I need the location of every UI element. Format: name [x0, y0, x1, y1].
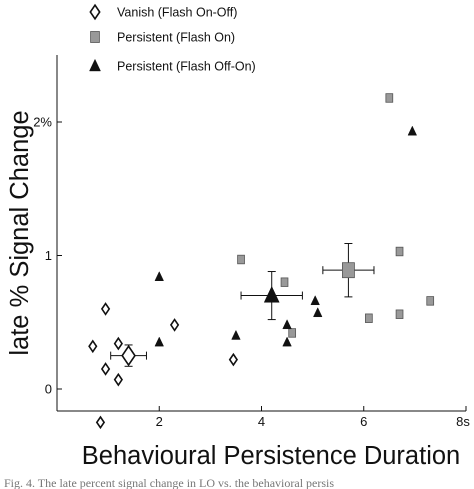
y-tick-label: 2%	[33, 115, 52, 130]
legend-label: Vanish (Flash On-Off)	[117, 6, 237, 20]
legend-label: Persistent (Flash On)	[117, 31, 235, 45]
mean-point	[263, 285, 280, 303]
mean-point	[121, 344, 136, 367]
x-tick-label: 2	[156, 414, 163, 429]
legend-marker	[89, 3, 101, 21]
legend-marker	[90, 31, 100, 43]
data-point	[154, 336, 164, 347]
data-point	[231, 329, 241, 340]
x-axis-title: Behavioural Persistence Duration	[82, 442, 460, 470]
scatter-chart: Vanish (Flash On-Off) Persistent (Flash O…	[6, 3, 470, 470]
x-tick-label: 6	[360, 414, 367, 429]
data-point	[228, 352, 239, 367]
data-point	[95, 415, 106, 430]
data-point	[407, 125, 418, 136]
data-point	[365, 313, 373, 323]
data-point	[395, 309, 404, 319]
mean-point	[342, 262, 355, 279]
data-point	[313, 307, 323, 318]
y-tick-label: 0	[45, 382, 52, 397]
legend-label: Persistent (Flash Off-On)	[117, 60, 256, 74]
axes	[56, 55, 466, 412]
series-group	[237, 93, 435, 338]
figure-caption: Fig. 4. The late percent signal change i…	[4, 478, 335, 489]
data-point	[113, 372, 123, 387]
data-point	[282, 336, 292, 347]
data-point	[169, 318, 180, 332]
data-point	[100, 362, 111, 376]
data-marks	[88, 93, 435, 430]
data-point	[288, 328, 297, 338]
legend: Vanish (Flash On-Off) Persistent (Flash O…	[89, 3, 256, 74]
data-point	[154, 271, 164, 281]
ticks: 2 4 6 8s 0 1 2%	[33, 115, 470, 430]
x-tick-label: 8s	[456, 414, 470, 429]
series-group	[88, 302, 239, 430]
series-group	[154, 125, 418, 347]
data-point	[282, 319, 292, 330]
data-point	[280, 277, 289, 287]
data-point	[237, 254, 245, 265]
data-point	[88, 339, 98, 354]
data-point	[113, 336, 123, 351]
data-point	[426, 296, 435, 306]
y-tick-label: 1	[45, 248, 52, 263]
legend-marker	[89, 58, 101, 72]
data-point	[385, 93, 394, 103]
x-tick-label: 4	[258, 414, 265, 429]
y-axis-title: late % Signal Change	[6, 110, 34, 355]
data-point	[310, 295, 320, 306]
data-point	[395, 246, 404, 257]
data-point	[100, 302, 111, 316]
